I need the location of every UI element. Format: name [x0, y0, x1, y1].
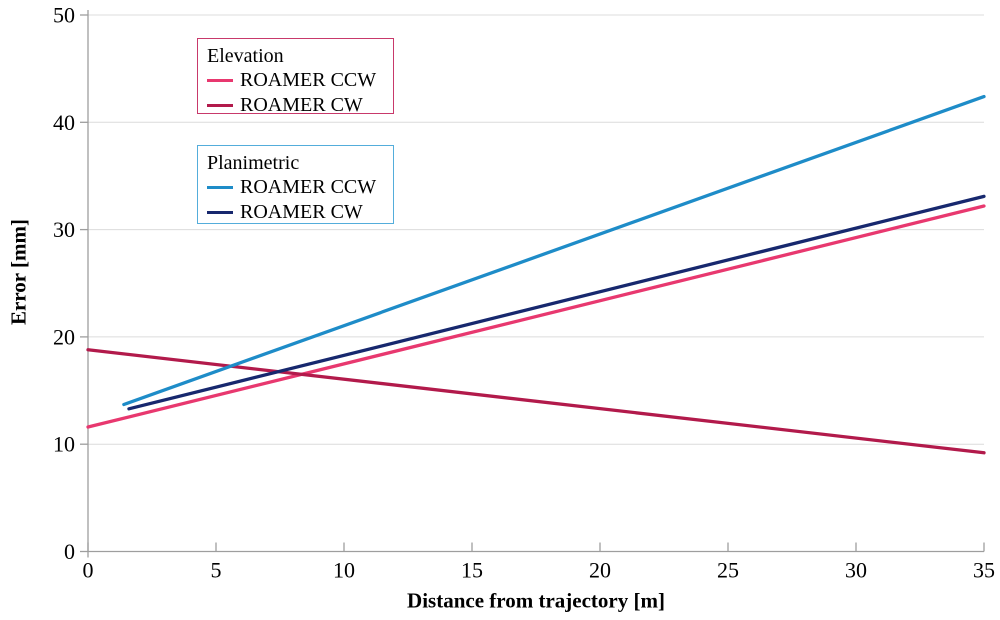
- x-tick-label: 20: [589, 558, 611, 583]
- x-tick-label: 25: [717, 558, 739, 583]
- x-tick-label: 0: [83, 558, 94, 583]
- legend-item-planimetric-cw: ROAMER CW: [207, 200, 393, 225]
- y-axis-title: Error [mm]: [6, 219, 31, 325]
- y-tick-label: 30: [53, 217, 75, 242]
- planimetric-cw-line-swatch: [207, 210, 233, 215]
- legend-item-elevation-ccw: ROAMER CCW: [207, 68, 393, 93]
- legend-elevation: Elevation ROAMER CCW ROAMER CW: [197, 38, 394, 116]
- legend-elevation-title: Elevation: [207, 45, 284, 67]
- series-line-elevation-roamer-cw: [86, 348, 986, 455]
- x-axis-title: Distance from trajectory [m]: [407, 588, 665, 613]
- legend-item-label: ROAMER CCW: [240, 176, 377, 198]
- elevation-cw-line-swatch: [207, 103, 233, 108]
- planimetric-ccw-line-swatch: [207, 185, 233, 190]
- y-tick-label: 40: [53, 110, 75, 135]
- x-tick-label: 10: [333, 558, 355, 583]
- series-line-elevation-roamer-ccw: [86, 204, 986, 429]
- x-tick-label: 30: [845, 558, 867, 583]
- legend-item-label: ROAMER CCW: [240, 69, 377, 91]
- series-line-planimetric-roamer-ccw: [122, 94, 986, 407]
- y-tick-label: 0: [64, 539, 75, 564]
- elevation-ccw-line-swatch: [207, 78, 233, 83]
- legend-planimetric-title: Planimetric: [207, 152, 300, 174]
- x-tick-label: 15: [461, 558, 483, 583]
- x-tick-label: 35: [973, 558, 995, 583]
- legend-item-label: ROAMER CW: [240, 201, 363, 223]
- x-tick-label: 5: [211, 558, 222, 583]
- series-line-planimetric-roamer-cw: [127, 194, 986, 411]
- legend-planimetric: Planimetric ROAMER CCW ROAMER CW: [197, 145, 394, 224]
- y-tick-label: 10: [53, 432, 75, 457]
- y-tick-label: 50: [53, 3, 75, 28]
- y-tick-label: 20: [53, 324, 75, 349]
- legend-item-planimetric-ccw: ROAMER CCW: [207, 175, 393, 200]
- legend-item-elevation-cw: ROAMER CW: [207, 93, 393, 118]
- legend-item-label: ROAMER CW: [240, 94, 363, 116]
